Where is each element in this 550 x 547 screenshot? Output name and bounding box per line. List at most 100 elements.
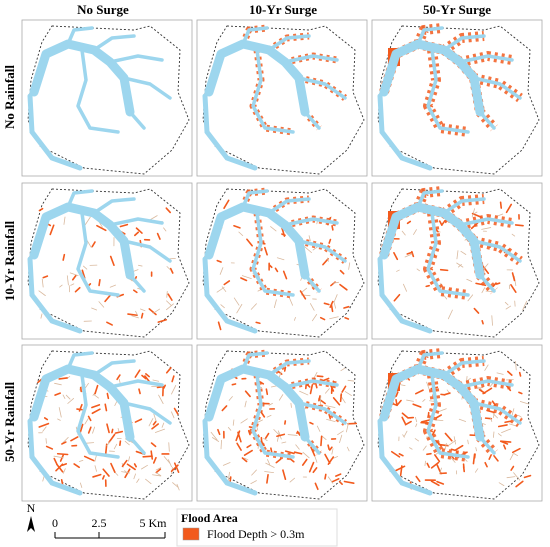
shallow-streak [478, 386, 483, 391]
shallow-streak [273, 299, 277, 309]
study-area [377, 25, 540, 175]
flood-streak [165, 367, 172, 374]
map-panel [21, 344, 193, 502]
flood-streak [59, 454, 65, 462]
flood-streak [58, 377, 68, 380]
shallow-streak [457, 263, 462, 268]
flood-streak [70, 436, 79, 442]
legend: Flood Area Flood Depth > 0.3m [176, 508, 338, 547]
map-panel [371, 344, 543, 502]
shallow-streak [281, 441, 287, 444]
flood-streak [233, 225, 241, 229]
flood-streak [173, 407, 179, 415]
water [426, 48, 470, 134]
flood-streak [312, 467, 318, 474]
flood-streak [61, 441, 67, 445]
shallow-streak [41, 278, 44, 288]
flood-streak [344, 317, 350, 320]
flood-streak [284, 450, 295, 455]
map-panel [196, 19, 368, 177]
map-panel [21, 19, 193, 177]
flood-streak [141, 374, 147, 380]
shallow-streak [497, 433, 502, 437]
shallow-streak [299, 390, 309, 396]
water [297, 239, 347, 263]
row-header: 50-Yr Rainfall [2, 381, 17, 462]
water [108, 379, 164, 389]
shallow-streak [153, 413, 157, 422]
shallow-streak [244, 457, 249, 461]
shallow-streak [439, 467, 442, 475]
shallow-streak [456, 250, 459, 260]
flood-streak [235, 430, 241, 442]
shallow-streak [240, 418, 248, 424]
shallow-streak [403, 430, 408, 437]
shallow-streak [294, 316, 296, 321]
flood-streak [60, 479, 64, 486]
water [442, 197, 486, 215]
shallow-streak [270, 226, 277, 232]
water [303, 273, 321, 293]
flood-streak [156, 232, 161, 240]
shallow-streak [98, 301, 105, 308]
shallow-streak [166, 266, 171, 271]
shallow-streak [273, 429, 279, 435]
flood-streak [91, 408, 101, 415]
flood-streak [106, 321, 113, 326]
flood-streak [341, 385, 347, 393]
shallow-streak [316, 425, 321, 432]
shallow-streak [484, 364, 489, 371]
flood-streak [327, 444, 330, 450]
flood-streak [283, 366, 287, 372]
shallow-streak [84, 216, 91, 226]
flood-streak [53, 457, 58, 465]
study-area [377, 350, 540, 500]
water [108, 54, 164, 64]
flood-streak [514, 224, 524, 227]
flood-streak [111, 428, 114, 434]
shallow-streak [327, 476, 334, 484]
column-header: 10-Yr Surge [249, 2, 317, 17]
flood-streak [281, 227, 286, 237]
flood-streak [49, 224, 55, 236]
shallow-streak [508, 423, 518, 427]
shallow-streak [504, 301, 509, 306]
shallow-streak [38, 290, 46, 297]
flood-streak [157, 318, 168, 323]
shallow-streak [414, 416, 418, 423]
water [76, 48, 120, 134]
shallow-streak [251, 469, 257, 476]
flood-streak [309, 421, 314, 425]
flood-streak [266, 473, 269, 484]
flood-streak [150, 442, 157, 448]
shallow-streak [511, 233, 516, 237]
flood-streak [247, 429, 251, 436]
flood-streak [343, 480, 355, 485]
flood-streak [162, 384, 166, 389]
flood-streak [343, 305, 350, 309]
flood-streak [495, 282, 501, 285]
flood-streak [395, 398, 398, 406]
water [426, 211, 470, 297]
flood-streak [236, 442, 242, 451]
map-panel [196, 344, 368, 502]
water [416, 351, 444, 371]
column-header: 50-Yr Surge [423, 2, 491, 17]
shallow-streak [475, 447, 477, 452]
flood-streak [108, 433, 116, 444]
water [472, 401, 522, 425]
shallow-streak [344, 391, 352, 396]
flood-streak [109, 255, 115, 267]
shallow-streak [444, 442, 447, 450]
shallow-streak [113, 443, 118, 450]
shallow-streak [92, 426, 96, 434]
flood-streak [512, 447, 521, 454]
flood-streak [54, 392, 62, 396]
shallow-streak [326, 418, 336, 422]
flood-streak [322, 258, 329, 266]
shallow-streak [414, 438, 419, 442]
flood-streak [150, 450, 154, 460]
shallow-streak [424, 460, 426, 466]
shallow-streak [220, 439, 222, 450]
flood-streak [330, 303, 334, 313]
